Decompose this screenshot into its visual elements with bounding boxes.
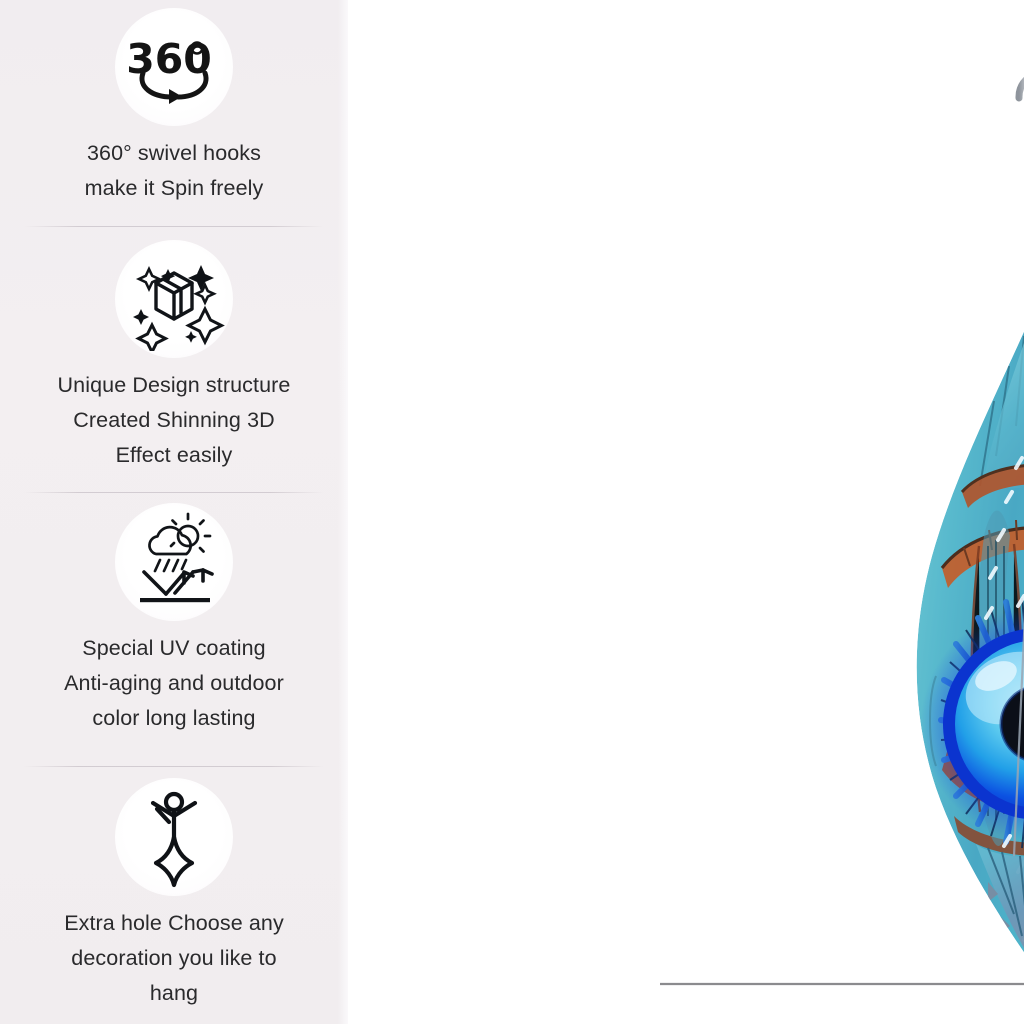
caption-line: Extra hole Choose any: [64, 911, 284, 935]
feature-item-360-swivel: 360 360° swivel hooks make it Spin freel…: [0, 8, 348, 206]
caption-line: decoration you like to: [71, 946, 277, 970]
caption-line: Created Shinning 3D: [73, 408, 275, 432]
feature-divider-1: [24, 226, 324, 227]
caption-line: 360° swivel hooks: [86, 141, 262, 165]
weather-uv-protection-icon: [115, 503, 233, 621]
person-hanging-ornament-icon: [115, 778, 233, 896]
product-photo-area: 25.00cm/9.84in: [348, 0, 1024, 1024]
feature-divider-3: [24, 766, 324, 767]
features-sidebar: 360 360° swivel hooks make it Spin freel…: [0, 0, 348, 1024]
swivel-s-hook: [988, 52, 1024, 307]
evil-eye-wind-spinner: [884, 296, 1024, 981]
caption-line: color long lasting: [92, 706, 256, 730]
caption-line: Unique Design structure: [57, 373, 291, 397]
extra-hole-leader-line: [660, 942, 1024, 1007]
feature-caption: 360° swivel hooks make it Spin freely: [14, 136, 334, 206]
360-rotation-icon: 360: [115, 8, 233, 126]
caption-line: Special UV coating: [82, 636, 266, 660]
caption-line: hang: [149, 981, 199, 1005]
feature-item-extra-hole: Extra hole Choose any decoration you lik…: [0, 778, 348, 1011]
sparkling-3d-cube-icon: [115, 240, 233, 358]
feature-item-uv-coating: Special UV coating Anti-aging and outdoo…: [0, 503, 348, 736]
feature-caption: Extra hole Choose any decoration you lik…: [14, 906, 334, 1011]
feature-item-unique-design: Unique Design structure Created Shinning…: [0, 240, 348, 473]
feature-caption: Special UV coating Anti-aging and outdoo…: [14, 631, 334, 736]
caption-line: Anti-aging and outdoor: [64, 671, 284, 695]
feature-divider-2: [24, 492, 324, 493]
feature-caption: Unique Design structure Created Shinning…: [14, 368, 334, 473]
caption-line: make it Spin freely: [84, 176, 264, 200]
caption-line: Effect easily: [115, 443, 233, 467]
